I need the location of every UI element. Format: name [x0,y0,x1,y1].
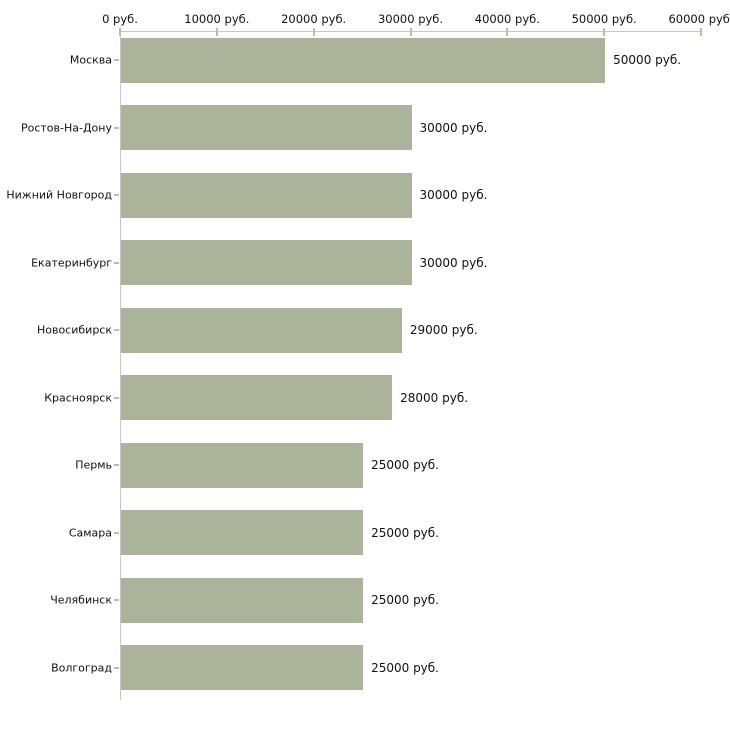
bar-value-label: 29000 руб. [409,323,478,337]
category-label: Новосибирск [36,323,112,337]
bar [121,37,606,83]
x-axis-tick-mark [506,28,509,36]
bar-value-label: 25000 руб. [371,458,439,472]
category-label: Самара [68,526,112,539]
category-label: Волгоград [51,661,112,674]
category-tick-mark [114,464,119,466]
category-label: Пермь [75,458,112,472]
bar-value-label: 50000 руб. [613,53,682,67]
x-axis-tick-mark [312,28,315,36]
category-tick-mark [114,194,119,196]
bar [121,240,412,285]
x-axis-tick-mark [700,28,702,36]
category-tick-mark [114,396,119,399]
x-axis-tick-label: 60000 руб. [668,12,730,26]
x-axis-tick-mark [215,28,218,36]
x-axis-tick-label: 10000 руб. [184,12,250,26]
bar-value-label: 25000 руб. [371,660,439,675]
x-axis-tick-label: 20000 руб. [281,12,347,26]
x-axis-tick-mark [119,28,121,36]
bar-value-label: 30000 руб. [419,255,488,270]
x-axis-tick-label: 40000 руб. [474,12,540,26]
category-label: Екатеринбург [31,256,112,269]
category-label: Москва [69,53,112,67]
bar-value-label: 30000 руб. [419,120,488,135]
y-axis-line [120,31,121,700]
category-label: Нижний Новгород [6,188,112,202]
bar [121,645,364,690]
category-tick-mark [114,126,119,129]
bar [121,172,412,218]
bar [121,307,402,353]
category-label: Челябинск [50,593,112,607]
bar [121,375,393,420]
bar-value-label: 25000 руб. [371,525,439,540]
bar [121,442,364,488]
category-tick-mark [114,531,119,534]
bar [121,577,364,623]
bar [121,510,364,555]
bar-value-label: 30000 руб. [419,188,488,202]
category-label: Красноярск [44,391,112,404]
category-tick-mark [114,329,119,331]
bar [121,105,412,150]
category-tick-mark [114,59,119,61]
x-axis-tick-label: 30000 руб. [377,12,444,26]
category-tick-mark [114,599,119,601]
x-axis-tick-label: 50000 руб. [571,12,637,26]
bar-value-label: 28000 руб. [400,390,469,405]
x-axis-tick-label: 0 руб. [102,12,138,26]
bar-value-label: 25000 руб. [371,593,439,607]
category-tick-mark [114,261,119,264]
x-axis-tick-mark [603,28,606,36]
category-tick-mark [114,666,119,669]
category-label: Ростов-На-Дону [20,121,112,134]
x-axis-tick-mark [409,28,412,36]
